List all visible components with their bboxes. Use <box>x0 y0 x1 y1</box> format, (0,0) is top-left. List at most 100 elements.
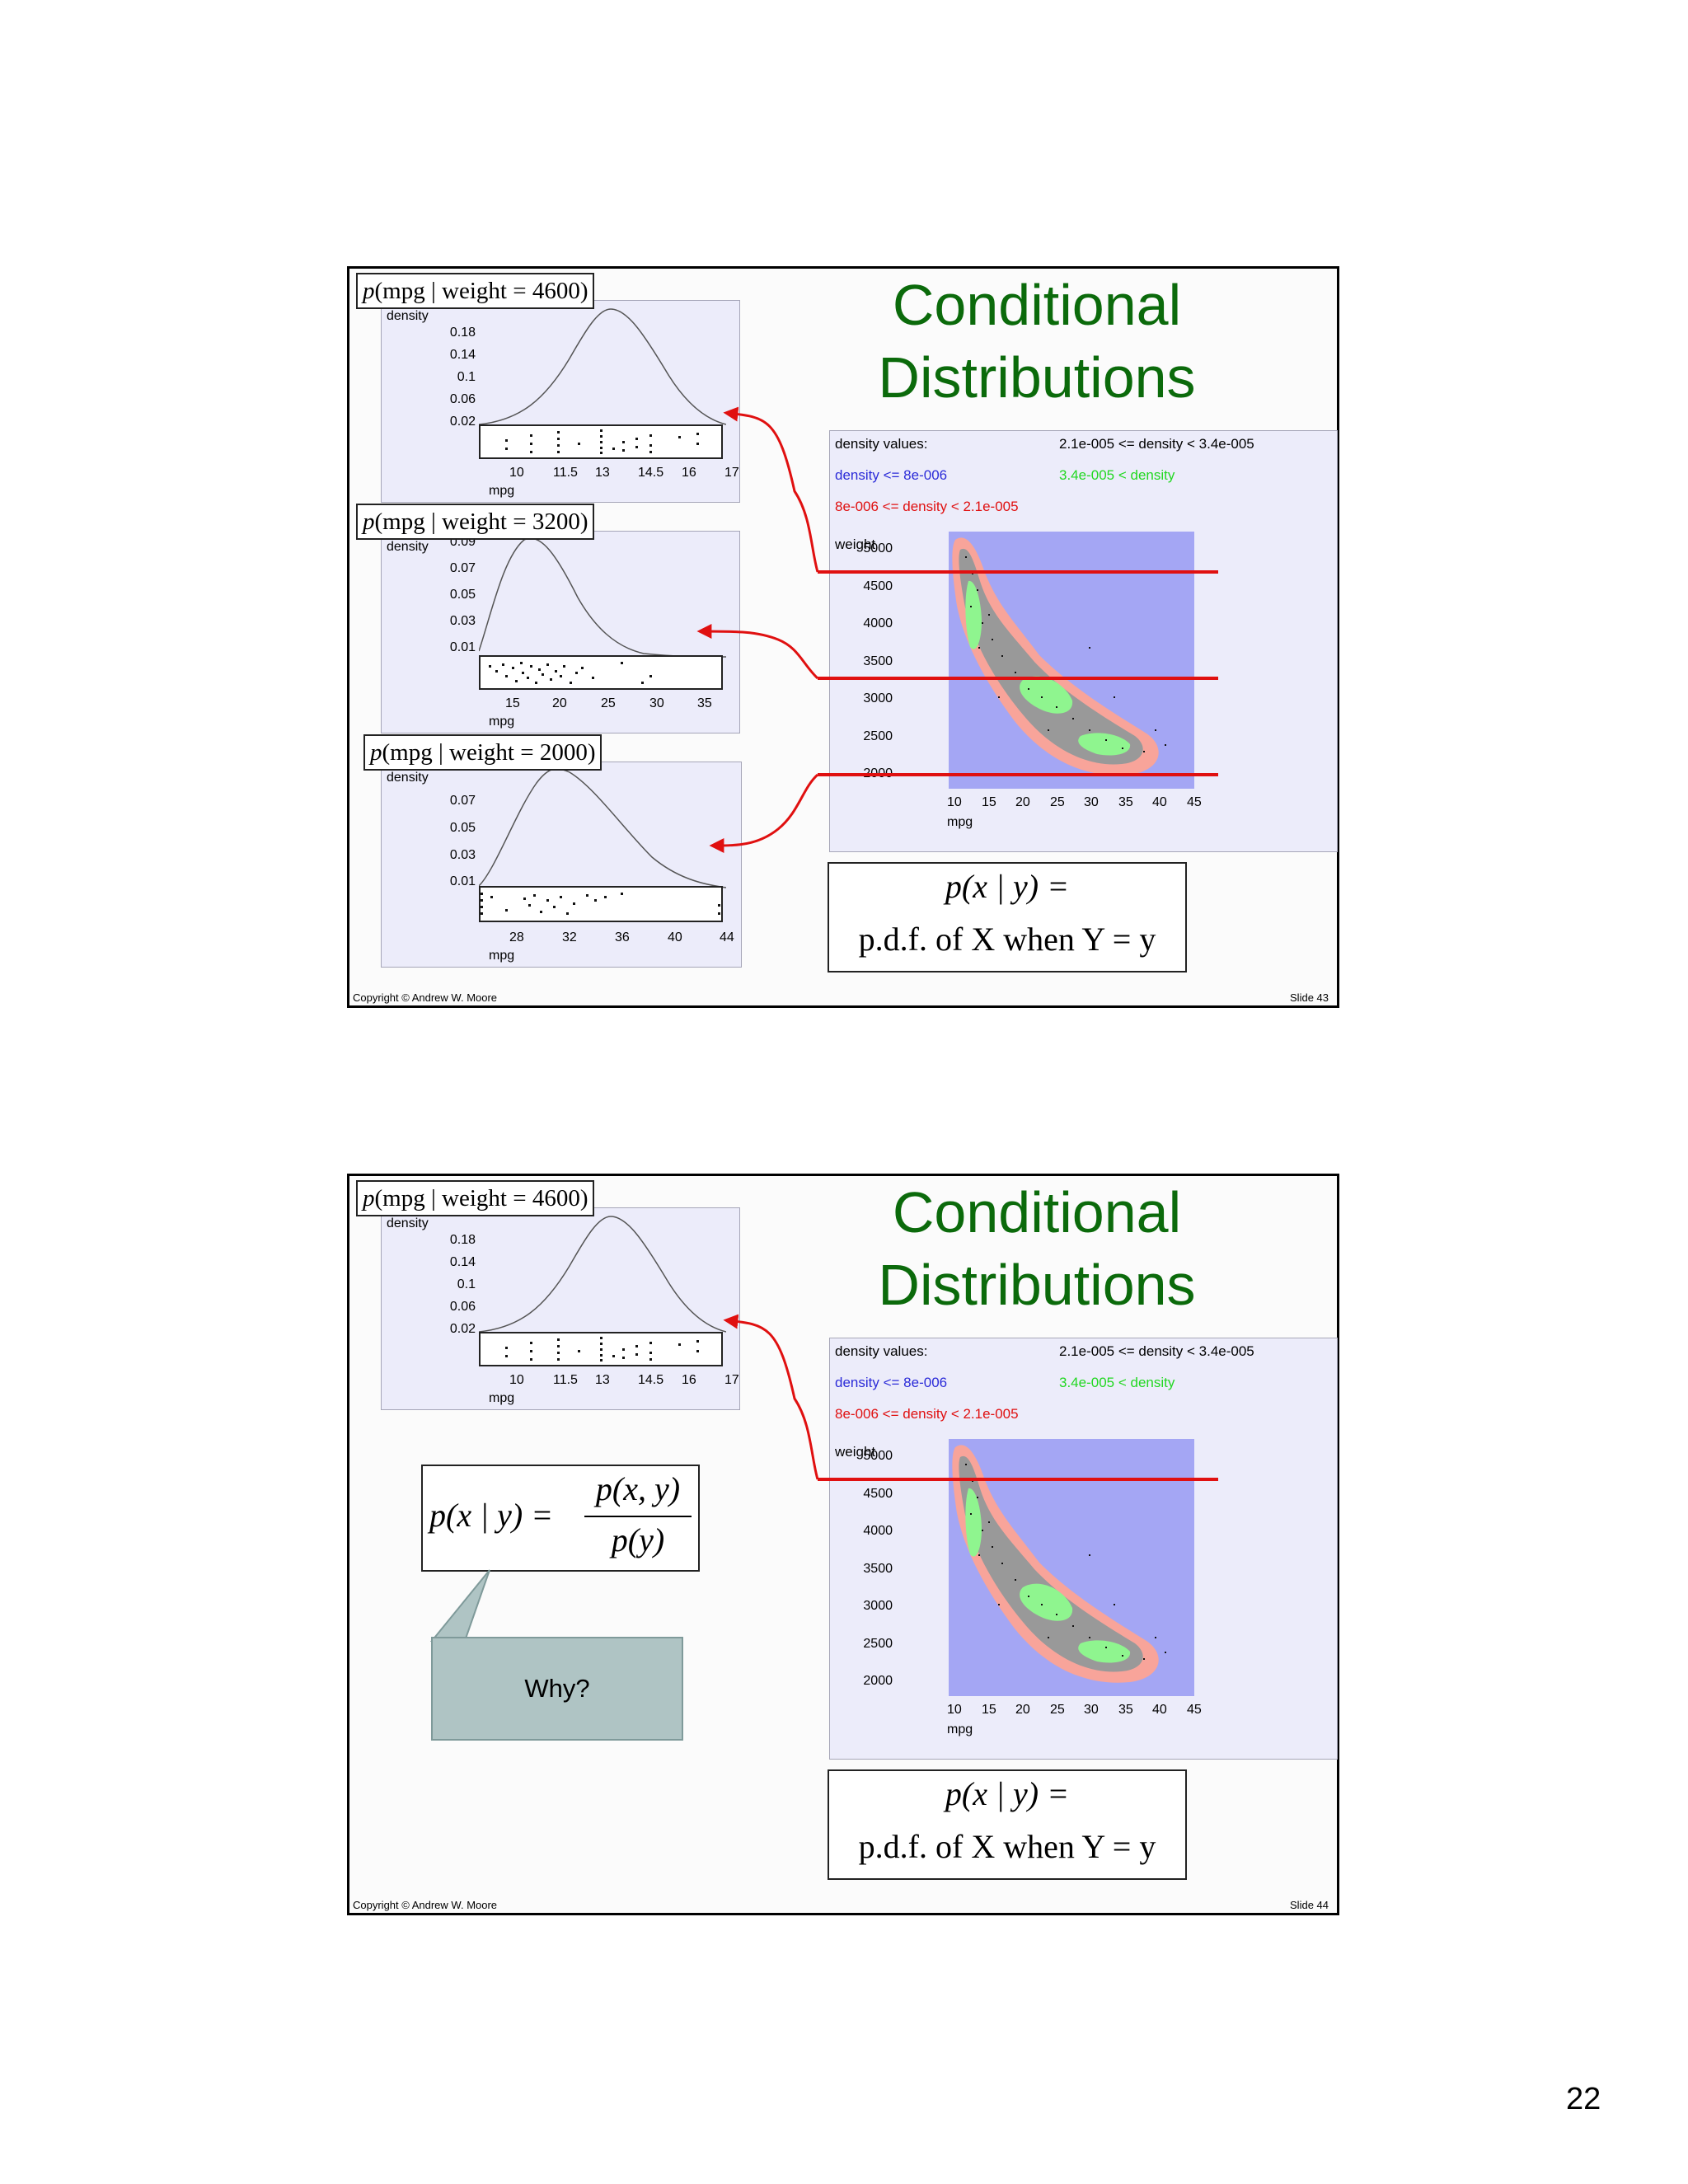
density-curve <box>479 1216 726 1333</box>
conditional-plot-panel-2000: density 0.07 0.05 0.03 0.01 28 32 36 40 <box>381 762 742 968</box>
xtick: 15 <box>982 795 996 809</box>
formula-line-2: p.d.f. of X when Y = y <box>858 1828 1156 1865</box>
xtick: 40 <box>1152 795 1167 809</box>
xtick: 10 <box>509 466 524 480</box>
weight-value: 3200 <box>532 509 580 535</box>
formula-denominator: p(y) <box>611 1521 665 1558</box>
ytick: 0.05 <box>449 588 476 602</box>
ytick: 0.05 <box>449 821 476 835</box>
xtick: 30 <box>1084 1703 1099 1717</box>
title-line-2: Distributions <box>878 1253 1196 1317</box>
xtick: 13 <box>595 1373 610 1387</box>
joint-density-plot: density values: 2.1e-005 <= density < 3.… <box>829 1338 1338 1760</box>
xtick: 32 <box>562 930 577 944</box>
title-line-2: Distributions <box>878 345 1196 410</box>
ytick: 3000 <box>863 1599 893 1613</box>
ytick: 0.02 <box>449 415 476 429</box>
ytick: 0.01 <box>449 874 476 888</box>
conditional-pdf-formula: p(x | y) = p.d.f. of X when Y = y <box>828 862 1187 972</box>
ytick: 5000 <box>863 541 893 555</box>
copyright: Copyright © Andrew W. Moore <box>353 1899 498 1911</box>
formula-line-2: p.d.f. of X when Y = y <box>858 921 1156 958</box>
panel-xlabel: mpg <box>489 949 515 963</box>
formula-line-1: p(x | y) = <box>945 1775 1070 1812</box>
xtick: 16 <box>682 466 696 480</box>
xtick: 44 <box>720 930 734 944</box>
slice-arrows <box>696 406 1218 853</box>
legend-low: density <= 8e-006 <box>835 1375 948 1390</box>
panel-ylabel: density <box>387 309 429 323</box>
density-xlabel: mpg <box>947 1722 973 1736</box>
xtick: 13 <box>595 466 610 480</box>
conditional-plot-panel-4600: density 0.18 0.14 0.1 0.06 0.02 <box>381 300 740 503</box>
legend-high: 2.1e-005 <= density < 3.4e-005 <box>1059 1343 1254 1359</box>
xtick: 40 <box>1152 1703 1167 1717</box>
ytick: 0.14 <box>449 348 476 362</box>
xtick: 15 <box>982 1703 996 1717</box>
ytick: 4500 <box>863 579 893 593</box>
rug-plot <box>479 1332 723 1366</box>
ytick: 0.06 <box>449 1300 476 1314</box>
xtick: 10 <box>947 1703 962 1717</box>
xtick: 30 <box>649 696 664 710</box>
ytick: 0.07 <box>449 561 476 575</box>
density-contour-map <box>949 1439 1194 1696</box>
rug-points <box>505 1337 699 1361</box>
xtick: 25 <box>601 696 616 710</box>
conditional-pdf-formula: p(x | y) = p.d.f. of X when Y = y <box>828 1769 1187 1880</box>
slide-number: Slide 43 <box>1290 991 1329 1004</box>
conditional-plot-panel-4600: density 0.18 0.14 0.1 0.06 0.02 <box>381 1207 740 1410</box>
ytick: 0.01 <box>449 640 476 654</box>
ytick: 0.18 <box>449 1233 476 1247</box>
xtick: 45 <box>1187 1703 1202 1717</box>
joint-density-plot: density values: 2.1e-005 <= density < 3.… <box>829 430 1338 852</box>
legend-mid: 8e-006 <= density < 2.1e-005 <box>835 499 1019 514</box>
ytick: 3500 <box>863 654 893 668</box>
why-callout: Why? <box>431 1637 683 1741</box>
arrow-3200 <box>696 624 819 680</box>
ytick: 3500 <box>863 1562 893 1576</box>
density-header: density values: <box>835 436 928 452</box>
xtick: 36 <box>615 930 630 944</box>
xtick: 40 <box>668 930 682 944</box>
arrow-2000 <box>709 773 819 853</box>
slice-arrows <box>723 1314 1218 1481</box>
xtick: 11.5 <box>553 466 578 480</box>
weight-value: 4600 <box>532 278 580 304</box>
rug-plot <box>479 886 723 922</box>
ytick: 0.1 <box>457 370 476 384</box>
xtick: 25 <box>1050 795 1065 809</box>
legend-top: 3.4e-005 < density <box>1059 1375 1175 1390</box>
panel-ylabel: density <box>387 771 429 785</box>
xtick: 11.5 <box>553 1373 578 1387</box>
copyright: Copyright © Andrew W. Moore <box>353 991 498 1004</box>
density-ylabel: weight <box>835 1444 876 1460</box>
rug-plot <box>479 424 723 459</box>
xtick: 10 <box>947 795 962 809</box>
slide-title: Conditional Distributions <box>872 269 1202 414</box>
rug-points <box>505 429 699 454</box>
conditional-label-2000: p(mpg | weight = 2000) <box>363 734 603 771</box>
density-xlabel: mpg <box>947 815 973 829</box>
ytick: 4000 <box>863 1524 893 1538</box>
xtick: 28 <box>509 930 524 944</box>
xtick: 30 <box>1084 795 1099 809</box>
legend-top: 3.4e-005 < density <box>1059 467 1175 483</box>
ytick: 4500 <box>863 1487 893 1501</box>
formula-lhs: p(x | y) = <box>429 1497 554 1534</box>
legend-high: 2.1e-005 <= density < 3.4e-005 <box>1059 436 1254 452</box>
xtick: 45 <box>1187 795 1202 809</box>
ytick: 0.02 <box>449 1322 476 1336</box>
xtick: 10 <box>509 1373 524 1387</box>
slide-title: Conditional Distributions <box>872 1176 1202 1321</box>
xtick: 17 <box>724 1373 739 1387</box>
xtick: 35 <box>1118 1703 1133 1717</box>
ytick: 0.1 <box>457 1277 476 1291</box>
ytick: 0.07 <box>449 794 476 808</box>
conditional-plot-panel-3200: density 0.09 0.07 0.05 0.03 0.01 15 <box>381 531 740 733</box>
ytick: 0.18 <box>449 326 476 340</box>
slide-43: density 0.18 0.14 0.1 0.06 0.02 <box>347 266 1339 1008</box>
weight-value: 4600 <box>532 1185 580 1212</box>
arrow-4600 <box>723 1314 819 1480</box>
xtick: 14.5 <box>638 466 664 480</box>
